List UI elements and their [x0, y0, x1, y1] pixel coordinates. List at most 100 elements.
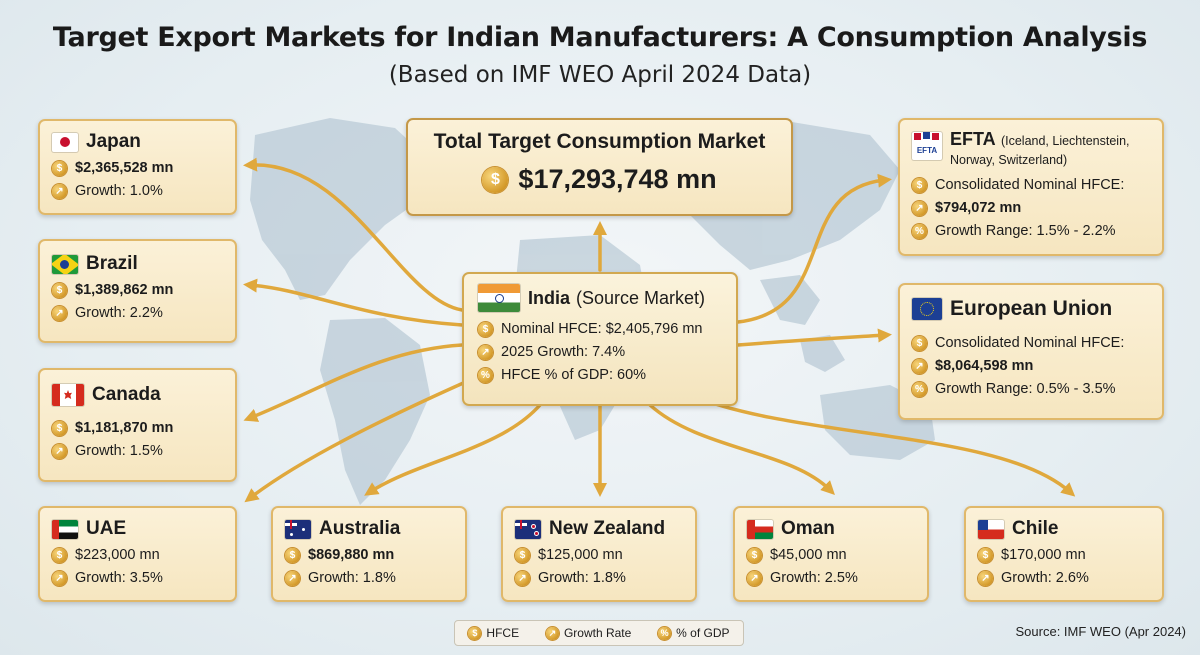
growth-icon: ↗: [52, 443, 67, 459]
market-card-brazil: Brazil $ $1,389,862 mn ↗ Growth: 2.2%: [38, 239, 237, 343]
eu-label: Consolidated Nominal HFCE:: [935, 335, 1125, 351]
japan-value: $2,365,528 mn: [75, 160, 174, 176]
dollar-coin-icon: $: [912, 335, 927, 351]
total-market-value: $17,293,748 mn: [518, 164, 717, 194]
growth-icon: ↗: [285, 570, 300, 586]
india-flag-icon: [478, 284, 520, 312]
growth-icon: ↗: [515, 570, 530, 586]
canada-growth: Growth: 1.5%: [75, 443, 163, 459]
dollar-coin-icon: $: [747, 547, 762, 563]
japan-growth: Growth: 1.0%: [75, 183, 163, 199]
total-market-card: Total Target Consumption Market $ $17,29…: [406, 118, 793, 216]
dollar-coin-icon: $: [52, 420, 67, 436]
india-gdp-share: HFCE % of GDP: 60%: [501, 367, 647, 383]
brazil-growth: Growth: 2.2%: [75, 305, 163, 321]
dollar-coin-icon: $: [912, 177, 927, 193]
efta-members-2: Norway, Switzerland): [950, 153, 1068, 167]
dollar-coin-icon: $: [285, 547, 300, 563]
uae-flag-icon: [52, 519, 78, 539]
percent-icon: %: [658, 626, 672, 640]
dollar-coin-icon: $: [52, 282, 67, 298]
australia-name: Australia: [319, 518, 401, 539]
canada-flag-icon: [52, 384, 84, 406]
brazil-value: $1,389,862 mn: [75, 282, 174, 298]
australia-growth: Growth: 1.8%: [308, 570, 396, 586]
uae-value: $223,000 mn: [75, 547, 160, 563]
efta-logo-text: EFTA: [916, 146, 938, 155]
india-hfce: Nominal HFCE: $2,405,796 mn: [501, 321, 703, 337]
india-growth: 2025 Growth: 7.4%: [501, 344, 626, 360]
australia-flag-icon: [285, 519, 311, 539]
dollar-coin-icon: $: [468, 626, 482, 640]
dollar-coin-icon: $: [482, 166, 509, 193]
percent-icon: %: [912, 223, 927, 239]
eu-name: European Union: [950, 297, 1113, 320]
market-card-oman: Oman $ $45,000 mn ↗ Growth: 2.5%: [733, 506, 929, 602]
market-card-eu: European Union $ Consolidated Nominal HFC…: [898, 283, 1164, 420]
growth-icon: ↗: [52, 183, 67, 199]
uae-growth: Growth: 3.5%: [75, 570, 163, 586]
new-zealand-growth: Growth: 1.8%: [538, 570, 626, 586]
percent-icon: %: [912, 381, 927, 397]
efta-name: EFTA: [950, 129, 996, 149]
brazil-name: Brazil: [86, 253, 138, 274]
growth-icon: ↗: [478, 344, 493, 360]
new-zealand-value: $125,000 mn: [538, 547, 623, 563]
chile-flag-icon: [978, 519, 1004, 539]
growth-icon: ↗: [912, 358, 927, 374]
japan-name: Japan: [86, 131, 141, 152]
market-card-uae: UAE $ $223,000 mn ↗ Growth: 3.5%: [38, 506, 237, 602]
growth-icon: ↗: [52, 570, 67, 586]
legend-gdp: % of GDP: [676, 626, 730, 640]
efta-value: $794,072 mn: [935, 200, 1022, 216]
brazil-flag-icon: [52, 254, 78, 274]
chile-name: Chile: [1012, 518, 1059, 539]
market-card-efta: EFTA EFTA (Iceland, Liechtenstein, Norwa…: [898, 118, 1164, 256]
canada-value: $1,181,870 mn: [75, 420, 174, 436]
efta-logo-icon: EFTA: [912, 132, 942, 160]
eu-growth: Growth Range: 0.5% - 3.5%: [935, 381, 1116, 397]
new-zealand-name: New Zealand: [549, 518, 666, 539]
efta-members: (Iceland, Liechtenstein,: [1000, 134, 1130, 148]
legend-growth: Growth Rate: [563, 626, 632, 640]
dollar-coin-icon: $: [52, 160, 67, 176]
market-card-canada: Canada $ $1,181,870 mn ↗ Growth: 1.5%: [38, 368, 237, 482]
dollar-coin-icon: $: [515, 547, 530, 563]
growth-icon: ↗: [52, 305, 67, 321]
oman-value: $45,000 mn: [770, 547, 847, 563]
india-name: India: [528, 287, 571, 308]
market-card-australia: Australia $ $869,880 mn ↗ Growth: 1.8%: [271, 506, 467, 602]
eu-flag-icon: [912, 298, 942, 320]
growth-icon: ↗: [978, 570, 993, 586]
total-market-label: Total Target Consumption Market: [433, 130, 766, 153]
chile-growth: Growth: 2.6%: [1001, 570, 1089, 586]
source-note: Source: IMF WEO (Apr 2024): [1015, 624, 1187, 639]
efta-label: Consolidated Nominal HFCE:: [935, 177, 1125, 193]
page-title: Target Export Markets for Indian Manufac…: [52, 22, 1148, 53]
growth-icon: ↗: [912, 200, 927, 216]
oman-flag-icon: [747, 519, 773, 539]
growth-icon: ↗: [747, 570, 762, 586]
india-role: (Source Market): [576, 287, 706, 308]
japan-flag-icon: [52, 132, 78, 152]
market-card-new-zealand: New Zealand $ $125,000 mn ↗ Growth: 1.8%: [501, 506, 697, 602]
legend: $ HFCE ↗ Growth Rate % % of GDP: [454, 620, 744, 646]
market-card-japan: Japan $ $2,365,528 mn ↗ Growth: 1.0%: [38, 119, 237, 215]
india-source-card: India (Source Market) $ Nominal HFCE: $2…: [462, 272, 738, 406]
dollar-coin-icon: $: [52, 547, 67, 563]
growth-icon: ↗: [545, 626, 559, 640]
oman-growth: Growth: 2.5%: [770, 570, 858, 586]
chile-value: $170,000 mn: [1001, 547, 1086, 563]
oman-name: Oman: [781, 518, 835, 539]
dollar-coin-icon: $: [978, 547, 993, 563]
market-card-chile: Chile $ $170,000 mn ↗ Growth: 2.6%: [964, 506, 1164, 602]
legend-hfce: HFCE: [486, 626, 520, 640]
australia-value: $869,880 mn: [308, 547, 395, 563]
percent-icon: %: [478, 367, 493, 383]
page-subtitle: (Based on IMF WEO April 2024 Data): [388, 62, 812, 88]
efta-growth: Growth Range: 1.5% - 2.2%: [935, 223, 1116, 239]
canada-name: Canada: [92, 384, 161, 405]
eu-value: $8,064,598 mn: [935, 358, 1034, 374]
new-zealand-flag-icon: [515, 519, 541, 539]
uae-name: UAE: [86, 518, 127, 539]
